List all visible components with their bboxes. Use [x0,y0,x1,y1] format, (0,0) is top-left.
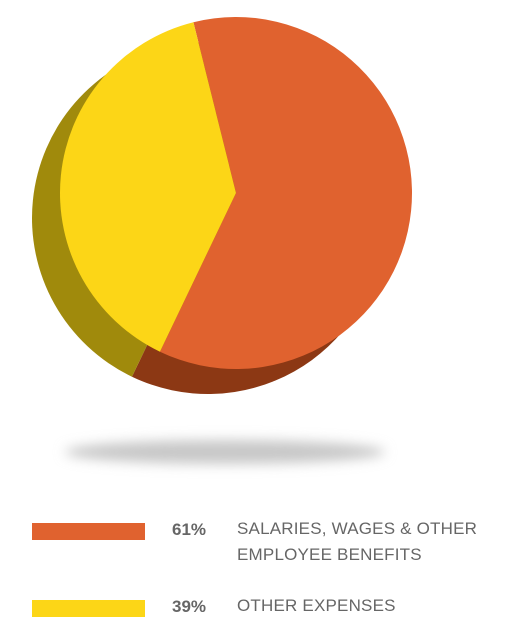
pie-face [59,17,412,370]
ground-shadow [65,440,385,464]
slice [159,17,412,370]
value-label: 39% [172,597,207,616]
chart [31,17,412,464]
value-label: 61% [172,520,207,539]
slice [59,22,236,352]
legend-swatch [32,600,145,617]
legend-label: OTHER EXPENSES [237,596,396,615]
legend-label: SALARIES, WAGES & OTHER EMPLOYEE BENEFIT… [237,519,478,564]
legend-swatch [32,523,145,540]
